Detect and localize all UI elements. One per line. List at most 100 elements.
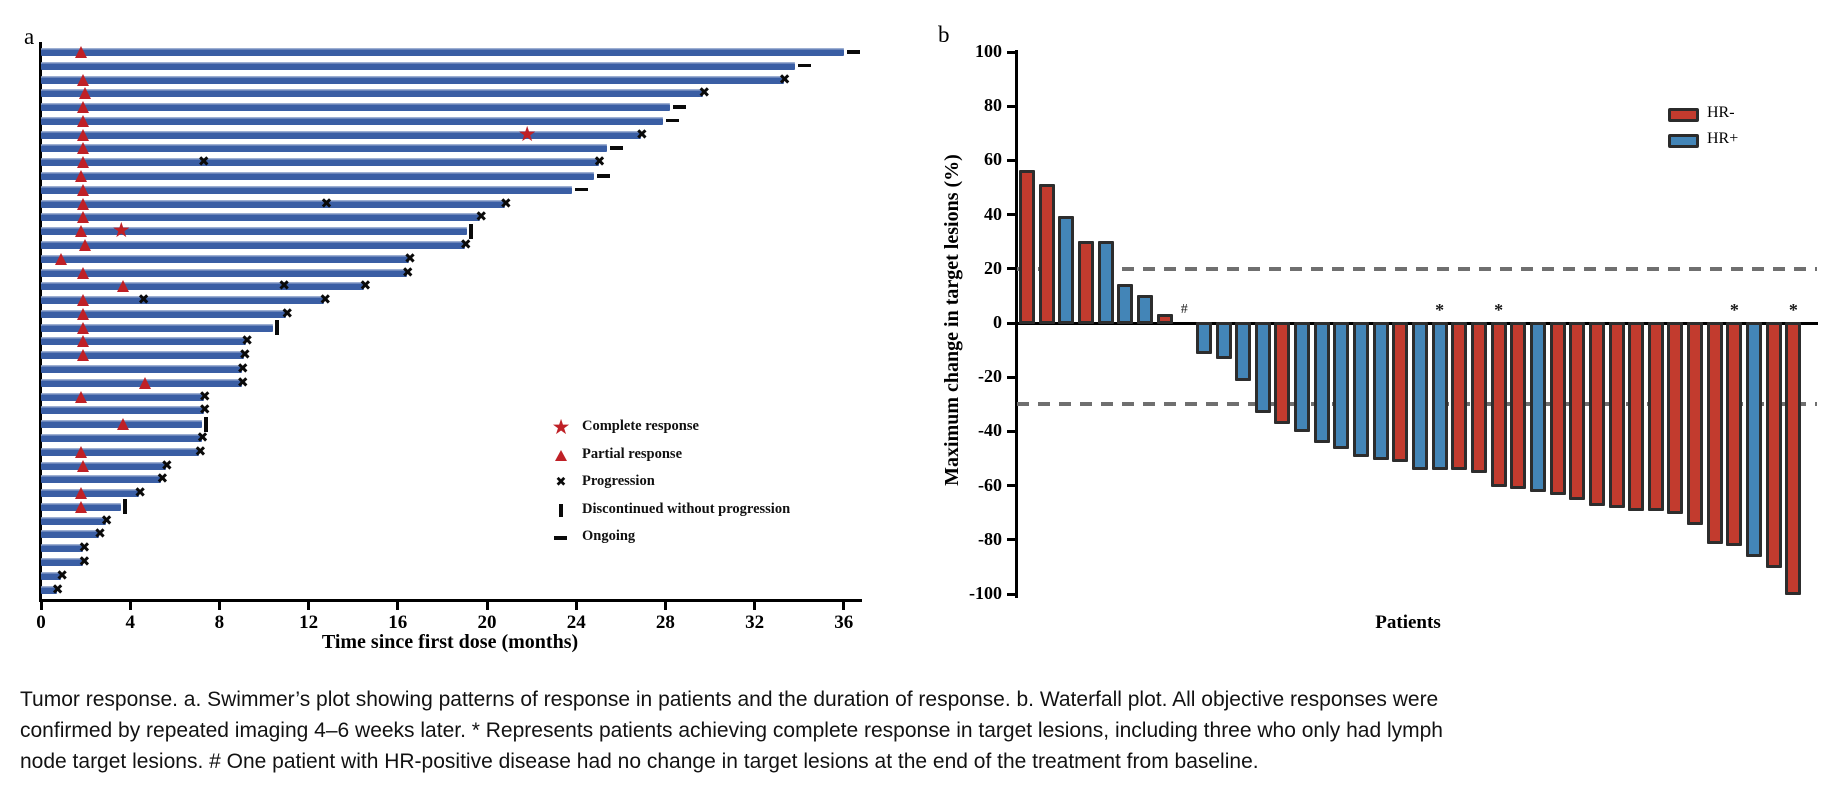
swimmer-bar — [41, 406, 204, 415]
waterfall-bar — [1647, 322, 1664, 511]
swimmer-bar — [41, 240, 465, 249]
progression-marker: ✖ — [499, 195, 512, 212]
progression-marker: ✖ — [236, 361, 249, 378]
swimmer-x-tick-label: 36 — [834, 612, 854, 633]
ongoing-marker — [574, 187, 588, 192]
swimmer-bar — [41, 530, 99, 539]
partial-response-marker — [74, 225, 87, 238]
swimmer-bar — [41, 571, 62, 580]
discontinued-marker — [123, 499, 128, 515]
swimmer-bar — [41, 75, 784, 84]
swimmer-bar — [41, 516, 106, 525]
partial-response-marker — [74, 170, 87, 183]
swimmer-x-tick-label: 24 — [566, 612, 586, 633]
legend-ongoing-icon — [554, 536, 567, 541]
waterfall-y-tick — [1007, 538, 1015, 542]
progression-marker: ✖ — [459, 236, 472, 253]
ongoing-marker — [666, 118, 680, 123]
progression-marker: ✖ — [78, 554, 91, 571]
waterfall-y-tick — [1007, 484, 1015, 488]
waterfall-bar — [1470, 322, 1487, 474]
waterfall-bar — [1372, 322, 1389, 460]
waterfall-x-axis-title: Patients — [1375, 612, 1441, 633]
legend-discontinued-icon — [559, 504, 563, 518]
discontinued-marker — [203, 416, 208, 432]
discontinued-marker — [468, 223, 473, 239]
partial-response-marker — [76, 459, 89, 472]
partial-response-marker — [76, 156, 89, 169]
swimmer-bar — [41, 337, 247, 346]
complete-response-marker: ★ — [111, 218, 131, 243]
swimmer-bar — [41, 185, 572, 194]
reference-line — [1017, 266, 1817, 271]
partial-response-marker — [117, 418, 129, 431]
swimmer-bar — [41, 199, 505, 208]
partial-response-marker — [76, 321, 89, 334]
progression-marker: ✖ — [404, 250, 416, 267]
waterfall-bar — [1687, 322, 1704, 525]
waterfall-y-tick — [1007, 429, 1015, 433]
waterfall-bar — [1077, 240, 1094, 324]
progression-marker: ✖ — [239, 347, 251, 364]
progression-marker: ✖ — [281, 305, 294, 322]
waterfall-y-tick — [1007, 50, 1015, 54]
partial-response-marker — [76, 335, 89, 348]
progression-marker: ✖ — [78, 540, 91, 557]
swimmer-x-tick-label: 0 — [36, 612, 46, 633]
partial-response-marker — [74, 500, 87, 513]
partial-response-marker — [76, 101, 89, 114]
waterfall-bar — [1215, 322, 1232, 360]
waterfall-y-tick-label: 80 — [984, 95, 1002, 116]
ongoing-marker — [797, 63, 811, 68]
waterfall-bar — [1038, 183, 1055, 324]
discontinued-marker — [274, 320, 279, 336]
swimmer-legend-label: Discontinued without progression — [582, 500, 791, 517]
hr-positive-swatch — [1668, 134, 1699, 148]
progression-marker: ✖ — [194, 443, 207, 460]
swimmer-x-axis-title: Time since first dose (months) — [321, 631, 579, 653]
waterfall-y-tick-label: 60 — [984, 149, 1002, 170]
complete-response-asterisk-note: * — [1494, 300, 1504, 320]
partial-response-marker — [74, 46, 87, 58]
swimmer-bar — [41, 254, 409, 263]
partial-response-marker — [74, 487, 87, 500]
waterfall-y-tick-label: 40 — [984, 203, 1002, 224]
waterfall-bar — [1706, 322, 1723, 544]
swimmer-x-tick — [39, 602, 43, 610]
progression-marker: ✖ — [156, 471, 169, 488]
waterfall-bar — [1097, 240, 1114, 324]
waterfall-y-tick-label: 20 — [984, 257, 1002, 278]
waterfall-bar — [1726, 322, 1743, 547]
waterfall-bar — [1628, 322, 1645, 511]
swimmer-bar — [41, 461, 166, 470]
waterfall-bar — [1058, 216, 1075, 324]
waterfall-bar — [1274, 322, 1291, 425]
complete-response-asterisk-note: * — [1729, 300, 1739, 320]
swimmer-bar — [41, 268, 407, 277]
complete-response-marker: ★ — [517, 121, 537, 146]
waterfall-y-tick — [1007, 592, 1015, 596]
swimmer-x-tick — [128, 602, 132, 610]
partial-response-marker — [76, 114, 89, 127]
waterfall-bar — [1785, 322, 1802, 595]
waterfall-bar — [1746, 322, 1763, 558]
ongoing-marker — [610, 146, 624, 150]
ongoing-marker — [672, 105, 686, 109]
partial-response-marker — [76, 197, 89, 210]
progression-marker: ✖ — [198, 388, 211, 405]
partial-response-marker — [74, 445, 87, 458]
partial-response-marker — [76, 73, 89, 86]
swimmer-x-axis — [39, 599, 862, 602]
partial-response-marker — [76, 128, 89, 141]
partial-response-marker — [76, 142, 89, 155]
partial-response-marker — [139, 376, 152, 389]
waterfall-bar — [1254, 322, 1271, 414]
waterfall-y-tick-label: 0 — [993, 312, 1002, 332]
swimmer-bar — [41, 144, 608, 153]
partial-response-marker — [79, 87, 92, 100]
figure-caption: Tumor response. a. Swimmer’s plot showin… — [20, 684, 1443, 777]
progression-marker: ✖ — [401, 264, 414, 281]
waterfall-bar — [1156, 313, 1173, 324]
swimmer-bar — [41, 213, 481, 222]
waterfall-bar — [1392, 322, 1409, 463]
